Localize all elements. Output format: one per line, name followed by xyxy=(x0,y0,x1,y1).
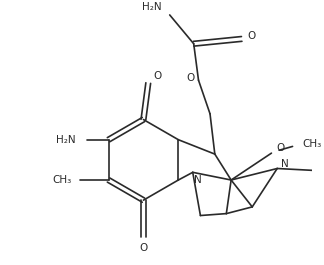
Text: H₂N: H₂N xyxy=(143,2,162,12)
Text: N: N xyxy=(281,159,289,169)
Text: O: O xyxy=(247,31,255,41)
Text: H₂N: H₂N xyxy=(56,135,76,145)
Text: O: O xyxy=(187,73,195,83)
Text: O: O xyxy=(154,71,162,81)
Text: O: O xyxy=(276,143,284,153)
Text: CH₃: CH₃ xyxy=(302,139,321,149)
Text: N: N xyxy=(194,175,202,185)
Text: CH₃: CH₃ xyxy=(53,175,72,185)
Text: O: O xyxy=(139,243,147,253)
